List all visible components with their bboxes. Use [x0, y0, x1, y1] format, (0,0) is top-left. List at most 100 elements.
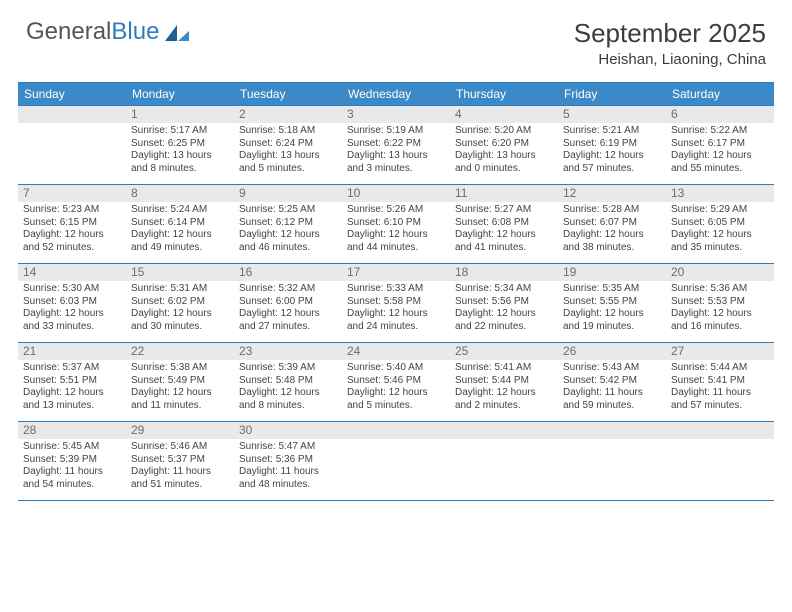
day-cell: 11Sunrise: 5:27 AMSunset: 6:08 PMDayligh… — [450, 185, 558, 263]
sunrise-text: Sunrise: 5:46 AM — [131, 441, 229, 454]
sunrise-text: Sunrise: 5:18 AM — [239, 125, 337, 138]
page-subtitle: Heishan, Liaoning, China — [574, 51, 766, 68]
weekday-header: Sunday — [18, 83, 126, 105]
day-body: Sunrise: 5:37 AMSunset: 5:51 PMDaylight:… — [18, 362, 126, 416]
day-number: 26 — [558, 343, 666, 360]
day-number: 29 — [126, 422, 234, 439]
daylight2-text: and 19 minutes. — [563, 321, 661, 334]
day-body: Sunrise: 5:19 AMSunset: 6:22 PMDaylight:… — [342, 125, 450, 179]
day-body: Sunrise: 5:47 AMSunset: 5:36 PMDaylight:… — [234, 441, 342, 495]
day-body: Sunrise: 5:46 AMSunset: 5:37 PMDaylight:… — [126, 441, 234, 495]
daylight2-text: and 5 minutes. — [239, 163, 337, 176]
daylight2-text: and 2 minutes. — [455, 400, 553, 413]
sunset-text: Sunset: 6:15 PM — [23, 217, 121, 230]
day-body: Sunrise: 5:18 AMSunset: 6:24 PMDaylight:… — [234, 125, 342, 179]
sunrise-text: Sunrise: 5:20 AM — [455, 125, 553, 138]
daylight1-text: Daylight: 12 hours — [347, 229, 445, 242]
daylight2-text: and 3 minutes. — [347, 163, 445, 176]
sunset-text: Sunset: 6:19 PM — [563, 138, 661, 151]
sunset-text: Sunset: 5:42 PM — [563, 375, 661, 388]
sunset-text: Sunset: 5:44 PM — [455, 375, 553, 388]
day-number — [450, 422, 558, 439]
daylight2-text: and 57 minutes. — [671, 400, 769, 413]
sunset-text: Sunset: 5:56 PM — [455, 296, 553, 309]
daylight2-text: and 33 minutes. — [23, 321, 121, 334]
day-cell: 18Sunrise: 5:34 AMSunset: 5:56 PMDayligh… — [450, 264, 558, 342]
day-cell: 22Sunrise: 5:38 AMSunset: 5:49 PMDayligh… — [126, 343, 234, 421]
logo-sail-icon — [163, 23, 191, 45]
daylight1-text: Daylight: 13 hours — [131, 150, 229, 163]
week-row: 21 Sunrise: 5:37 AMSunset: 5:51 PMDayligh… — [18, 343, 774, 422]
daylight1-text: Daylight: 12 hours — [671, 308, 769, 321]
daylight2-text: and 11 minutes. — [131, 400, 229, 413]
daylight2-text: and 8 minutes. — [131, 163, 229, 176]
daylight1-text: Daylight: 12 hours — [23, 387, 121, 400]
day-body: Sunrise: 5:41 AMSunset: 5:44 PMDaylight:… — [450, 362, 558, 416]
sunset-text: Sunset: 5:51 PM — [23, 375, 121, 388]
sunrise-text: Sunrise: 5:28 AM — [563, 204, 661, 217]
day-body: Sunrise: 5:40 AMSunset: 5:46 PMDaylight:… — [342, 362, 450, 416]
week-row: 7Sunrise: 5:23 AMSunset: 6:15 PMDaylight… — [18, 185, 774, 264]
daylight2-text: and 44 minutes. — [347, 242, 445, 255]
day-number: 2 — [234, 106, 342, 123]
daylight1-text: Daylight: 12 hours — [23, 308, 121, 321]
day-number: 21 — [18, 343, 126, 360]
day-cell: 26 Sunrise: 5:43 AMSunset: 5:42 PMDayligh… — [558, 343, 666, 421]
sunset-text: Sunset: 5:58 PM — [347, 296, 445, 309]
day-number: 1 — [126, 106, 234, 123]
daylight1-text: Daylight: 13 hours — [239, 150, 337, 163]
day-number: 3 — [342, 106, 450, 123]
daylight1-text: Daylight: 11 hours — [131, 466, 229, 479]
daylight1-text: Daylight: 12 hours — [131, 387, 229, 400]
day-number: 17 — [342, 264, 450, 281]
daylight2-text: and 55 minutes. — [671, 163, 769, 176]
day-body: Sunrise: 5:32 AMSunset: 6:00 PMDaylight:… — [234, 283, 342, 337]
day-cell — [18, 106, 126, 184]
week-row: 1Sunrise: 5:17 AMSunset: 6:25 PMDaylight… — [18, 106, 774, 185]
daylight2-text: and 59 minutes. — [563, 400, 661, 413]
sunrise-text: Sunrise: 5:38 AM — [131, 362, 229, 375]
day-cell: 10Sunrise: 5:26 AMSunset: 6:10 PMDayligh… — [342, 185, 450, 263]
day-number: 15 — [126, 264, 234, 281]
day-cell: 5Sunrise: 5:21 AMSunset: 6:19 PMDaylight… — [558, 106, 666, 184]
day-body: Sunrise: 5:28 AMSunset: 6:07 PMDaylight:… — [558, 204, 666, 258]
daylight1-text: Daylight: 12 hours — [131, 308, 229, 321]
sunset-text: Sunset: 5:36 PM — [239, 454, 337, 467]
day-number: 8 — [126, 185, 234, 202]
sunset-text: Sunset: 6:24 PM — [239, 138, 337, 151]
sunset-text: Sunset: 5:37 PM — [131, 454, 229, 467]
day-cell: 21 Sunrise: 5:37 AMSunset: 5:51 PMDayligh… — [18, 343, 126, 421]
daylight2-text: and 54 minutes. — [23, 479, 121, 492]
day-cell: 16Sunrise: 5:32 AMSunset: 6:00 PMDayligh… — [234, 264, 342, 342]
day-number: 28 — [18, 422, 126, 439]
day-body: Sunrise: 5:26 AMSunset: 6:10 PMDaylight:… — [342, 204, 450, 258]
day-body: Sunrise: 5:39 AMSunset: 5:48 PMDaylight:… — [234, 362, 342, 416]
sunrise-text: Sunrise: 5:21 AM — [563, 125, 661, 138]
sunrise-text: Sunrise: 5:44 AM — [671, 362, 769, 375]
day-cell — [666, 422, 774, 500]
daylight1-text: Daylight: 12 hours — [23, 229, 121, 242]
sunrise-text: Sunrise: 5:25 AM — [239, 204, 337, 217]
daylight1-text: Daylight: 12 hours — [455, 229, 553, 242]
logo: GeneralBlue — [26, 18, 191, 46]
day-body: Sunrise: 5:25 AMSunset: 6:12 PMDaylight:… — [234, 204, 342, 258]
title-block: September 2025 Heishan, Liaoning, China — [574, 18, 766, 68]
sunrise-text: Sunrise: 5:22 AM — [671, 125, 769, 138]
daylight1-text: Daylight: 11 hours — [239, 466, 337, 479]
day-body: Sunrise: 5:31 AMSunset: 6:02 PMDaylight:… — [126, 283, 234, 337]
day-cell: 14Sunrise: 5:30 AMSunset: 6:03 PMDayligh… — [18, 264, 126, 342]
day-number: 19 — [558, 264, 666, 281]
day-body: Sunrise: 5:43 AMSunset: 5:42 PMDaylight:… — [558, 362, 666, 416]
week-row: 14Sunrise: 5:30 AMSunset: 6:03 PMDayligh… — [18, 264, 774, 343]
day-body: Sunrise: 5:29 AMSunset: 6:05 PMDaylight:… — [666, 204, 774, 258]
sunrise-text: Sunrise: 5:41 AM — [455, 362, 553, 375]
day-number — [558, 422, 666, 439]
day-cell: 27Sunrise: 5:44 AMSunset: 5:41 PMDayligh… — [666, 343, 774, 421]
sunset-text: Sunset: 6:25 PM — [131, 138, 229, 151]
weekday-header: Monday — [126, 83, 234, 105]
sunset-text: Sunset: 6:12 PM — [239, 217, 337, 230]
day-number: 27 — [666, 343, 774, 360]
sunrise-text: Sunrise: 5:43 AM — [563, 362, 661, 375]
day-number: 6 — [666, 106, 774, 123]
daylight1-text: Daylight: 11 hours — [23, 466, 121, 479]
